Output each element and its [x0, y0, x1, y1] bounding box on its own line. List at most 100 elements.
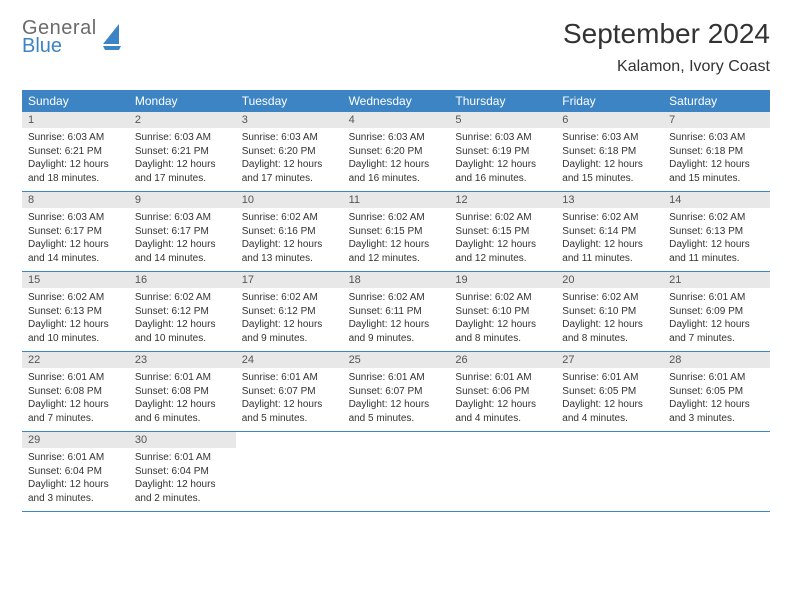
- day-detail: Sunrise: 6:01 AMSunset: 6:07 PMDaylight:…: [236, 368, 343, 431]
- day-cell: 15Sunrise: 6:02 AMSunset: 6:13 PMDayligh…: [22, 272, 129, 351]
- day-detail: Sunrise: 6:03 AMSunset: 6:21 PMDaylight:…: [22, 128, 129, 191]
- sunset-text: Sunset: 6:15 PM: [455, 225, 550, 239]
- day-detail: Sunrise: 6:03 AMSunset: 6:18 PMDaylight:…: [663, 128, 770, 191]
- day-cell: 24Sunrise: 6:01 AMSunset: 6:07 PMDayligh…: [236, 352, 343, 431]
- day-number: 1: [22, 112, 129, 128]
- weekday-header: Saturday: [663, 90, 770, 112]
- daylight-text: Daylight: 12 hours and 2 minutes.: [135, 478, 230, 505]
- day-number: 30: [129, 432, 236, 448]
- day-cell: 8Sunrise: 6:03 AMSunset: 6:17 PMDaylight…: [22, 192, 129, 271]
- daylight-text: Daylight: 12 hours and 16 minutes.: [349, 158, 444, 185]
- calendar: Sunday Monday Tuesday Wednesday Thursday…: [22, 90, 770, 512]
- empty-cell: [556, 432, 663, 511]
- daylight-text: Daylight: 12 hours and 7 minutes.: [669, 318, 764, 345]
- logo: General Blue: [22, 18, 123, 56]
- day-cell: 29Sunrise: 6:01 AMSunset: 6:04 PMDayligh…: [22, 432, 129, 511]
- sunset-text: Sunset: 6:09 PM: [669, 305, 764, 319]
- day-number: 10: [236, 192, 343, 208]
- sunset-text: Sunset: 6:18 PM: [669, 145, 764, 159]
- day-detail: Sunrise: 6:01 AMSunset: 6:04 PMDaylight:…: [129, 448, 236, 511]
- daylight-text: Daylight: 12 hours and 10 minutes.: [28, 318, 123, 345]
- daylight-text: Daylight: 12 hours and 15 minutes.: [669, 158, 764, 185]
- day-number: 5: [449, 112, 556, 128]
- daylight-text: Daylight: 12 hours and 17 minutes.: [242, 158, 337, 185]
- day-detail: Sunrise: 6:02 AMSunset: 6:10 PMDaylight:…: [449, 288, 556, 351]
- day-detail: Sunrise: 6:02 AMSunset: 6:13 PMDaylight:…: [22, 288, 129, 351]
- day-number: 12: [449, 192, 556, 208]
- sunrise-text: Sunrise: 6:03 AM: [28, 131, 123, 145]
- day-number: 9: [129, 192, 236, 208]
- day-detail: Sunrise: 6:02 AMSunset: 6:11 PMDaylight:…: [343, 288, 450, 351]
- sunset-text: Sunset: 6:12 PM: [135, 305, 230, 319]
- daylight-text: Daylight: 12 hours and 3 minutes.: [669, 398, 764, 425]
- day-detail: Sunrise: 6:01 AMSunset: 6:05 PMDaylight:…: [663, 368, 770, 431]
- daylight-text: Daylight: 12 hours and 10 minutes.: [135, 318, 230, 345]
- day-detail: Sunrise: 6:02 AMSunset: 6:15 PMDaylight:…: [449, 208, 556, 271]
- daylight-text: Daylight: 12 hours and 4 minutes.: [562, 398, 657, 425]
- sunset-text: Sunset: 6:05 PM: [562, 385, 657, 399]
- day-cell: 10Sunrise: 6:02 AMSunset: 6:16 PMDayligh…: [236, 192, 343, 271]
- day-number: 16: [129, 272, 236, 288]
- week-row: 8Sunrise: 6:03 AMSunset: 6:17 PMDaylight…: [22, 192, 770, 272]
- daylight-text: Daylight: 12 hours and 12 minutes.: [455, 238, 550, 265]
- day-number: 7: [663, 112, 770, 128]
- day-detail: Sunrise: 6:03 AMSunset: 6:17 PMDaylight:…: [22, 208, 129, 271]
- sunrise-text: Sunrise: 6:01 AM: [669, 291, 764, 305]
- weekday-header: Monday: [129, 90, 236, 112]
- daylight-text: Daylight: 12 hours and 11 minutes.: [669, 238, 764, 265]
- sunrise-text: Sunrise: 6:01 AM: [28, 451, 123, 465]
- sunset-text: Sunset: 6:07 PM: [242, 385, 337, 399]
- sunset-text: Sunset: 6:20 PM: [349, 145, 444, 159]
- day-detail: Sunrise: 6:03 AMSunset: 6:17 PMDaylight:…: [129, 208, 236, 271]
- weekday-header-row: Sunday Monday Tuesday Wednesday Thursday…: [22, 90, 770, 112]
- sunrise-text: Sunrise: 6:02 AM: [349, 291, 444, 305]
- daylight-text: Daylight: 12 hours and 3 minutes.: [28, 478, 123, 505]
- weekday-header: Friday: [556, 90, 663, 112]
- day-detail: Sunrise: 6:02 AMSunset: 6:12 PMDaylight:…: [236, 288, 343, 351]
- day-number: 24: [236, 352, 343, 368]
- day-number: 19: [449, 272, 556, 288]
- weekday-header: Sunday: [22, 90, 129, 112]
- daylight-text: Daylight: 12 hours and 8 minutes.: [455, 318, 550, 345]
- day-cell: 19Sunrise: 6:02 AMSunset: 6:10 PMDayligh…: [449, 272, 556, 351]
- sunset-text: Sunset: 6:10 PM: [562, 305, 657, 319]
- sunset-text: Sunset: 6:07 PM: [349, 385, 444, 399]
- day-detail: Sunrise: 6:02 AMSunset: 6:16 PMDaylight:…: [236, 208, 343, 271]
- day-number: 21: [663, 272, 770, 288]
- logo-line2: Blue: [22, 36, 97, 56]
- location: Kalamon, Ivory Coast: [563, 58, 770, 76]
- day-number: 20: [556, 272, 663, 288]
- title-block: September 2024 Kalamon, Ivory Coast: [563, 18, 770, 76]
- day-number: 17: [236, 272, 343, 288]
- sunset-text: Sunset: 6:13 PM: [28, 305, 123, 319]
- sunrise-text: Sunrise: 6:02 AM: [562, 291, 657, 305]
- week-row: 1Sunrise: 6:03 AMSunset: 6:21 PMDaylight…: [22, 112, 770, 192]
- day-number: 27: [556, 352, 663, 368]
- day-detail: Sunrise: 6:01 AMSunset: 6:09 PMDaylight:…: [663, 288, 770, 351]
- sunrise-text: Sunrise: 6:01 AM: [135, 451, 230, 465]
- sunrise-text: Sunrise: 6:02 AM: [349, 211, 444, 225]
- day-number: 4: [343, 112, 450, 128]
- day-cell: 21Sunrise: 6:01 AMSunset: 6:09 PMDayligh…: [663, 272, 770, 351]
- sunrise-text: Sunrise: 6:01 AM: [135, 371, 230, 385]
- sunrise-text: Sunrise: 6:01 AM: [562, 371, 657, 385]
- day-cell: 9Sunrise: 6:03 AMSunset: 6:17 PMDaylight…: [129, 192, 236, 271]
- weekday-header: Tuesday: [236, 90, 343, 112]
- day-number: 8: [22, 192, 129, 208]
- daylight-text: Daylight: 12 hours and 14 minutes.: [135, 238, 230, 265]
- day-detail: Sunrise: 6:01 AMSunset: 6:08 PMDaylight:…: [129, 368, 236, 431]
- sunset-text: Sunset: 6:21 PM: [135, 145, 230, 159]
- day-detail: Sunrise: 6:01 AMSunset: 6:07 PMDaylight:…: [343, 368, 450, 431]
- daylight-text: Daylight: 12 hours and 5 minutes.: [242, 398, 337, 425]
- sunset-text: Sunset: 6:17 PM: [135, 225, 230, 239]
- sunset-text: Sunset: 6:13 PM: [669, 225, 764, 239]
- day-cell: 28Sunrise: 6:01 AMSunset: 6:05 PMDayligh…: [663, 352, 770, 431]
- day-detail: Sunrise: 6:03 AMSunset: 6:19 PMDaylight:…: [449, 128, 556, 191]
- sunrise-text: Sunrise: 6:02 AM: [242, 291, 337, 305]
- day-detail: Sunrise: 6:02 AMSunset: 6:10 PMDaylight:…: [556, 288, 663, 351]
- day-cell: 20Sunrise: 6:02 AMSunset: 6:10 PMDayligh…: [556, 272, 663, 351]
- sunrise-text: Sunrise: 6:02 AM: [562, 211, 657, 225]
- daylight-text: Daylight: 12 hours and 8 minutes.: [562, 318, 657, 345]
- day-number: 18: [343, 272, 450, 288]
- logo-text: General Blue: [22, 18, 97, 56]
